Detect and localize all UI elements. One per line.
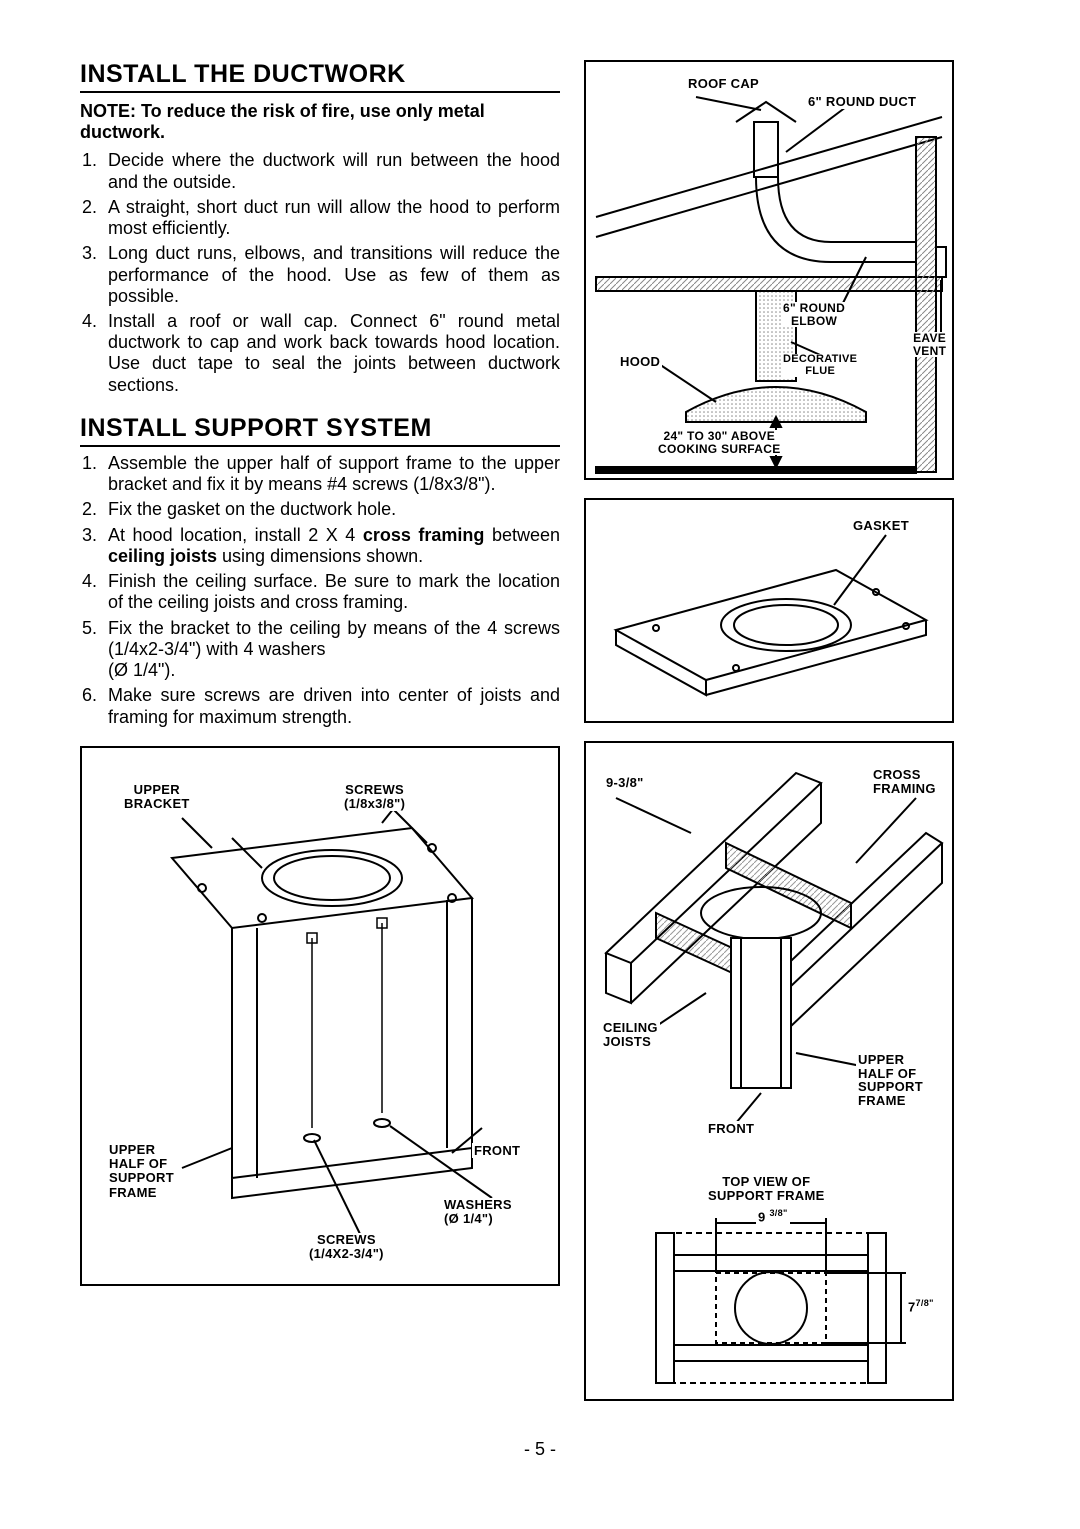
label-front2: FRONT — [706, 1121, 756, 1136]
label-roof-cap: ROOF CAP — [686, 76, 761, 91]
label-upper-bracket: UPPERBRACKET — [122, 783, 192, 812]
gasket-svg — [586, 500, 952, 721]
label-clearance: 24" TO 30" ABOVECOOKING SURFACE — [656, 430, 783, 455]
page: INSTALL THE DUCTWORK NOTE: To reduce the… — [0, 0, 1080, 1500]
sstep-6: Make sure screws are driven into center … — [102, 685, 560, 727]
label-778: 77/8" — [906, 1298, 936, 1314]
label-hood: HOOD — [618, 354, 662, 369]
label-ceiling-joists: CEILINGJOISTS — [601, 1021, 660, 1048]
label-screws-big: SCREWS(1/4X2-3/4") — [307, 1233, 386, 1262]
section-title-support: INSTALL SUPPORT SYSTEM — [80, 414, 560, 447]
figure-framing: 9-3/8" CROSSFRAMING CEILINGJOISTS UPPERH… — [584, 741, 954, 1401]
label-upper-half-frame: UPPERHALF OFSUPPORTFRAME — [107, 1143, 176, 1200]
step-3: Long duct runs, elbows, and transitions … — [102, 243, 560, 307]
label-screws-small: SCREWS(1/8x3/8") — [342, 783, 407, 812]
section-title-ductwork: INSTALL THE DUCTWORK — [80, 60, 560, 93]
label-6in-round-elbow: 6" ROUNDELBOW — [781, 302, 847, 327]
right-column: ROOF CAP 6" ROUND DUCT 6" ROUNDELBOW HOO… — [584, 60, 954, 1419]
label-6in-round-duct: 6" ROUND DUCT — [806, 94, 918, 109]
step-2: A straight, short duct run will allow th… — [102, 197, 560, 239]
label-front: FRONT — [472, 1143, 522, 1158]
figure-bracket-assembly: UPPERBRACKET SCREWS(1/8x3/8") UPPERHALF … — [80, 746, 560, 1286]
label-938b: 9 3/8" — [756, 1208, 790, 1224]
sstep-4: Finish the ceiling surface. Be sure to m… — [102, 571, 560, 613]
page-number: - 5 - — [80, 1439, 1000, 1460]
ductwork-svg — [586, 62, 952, 478]
sstep-1: Assemble the upper half of support frame… — [102, 453, 560, 495]
label-upper-half-support: UPPERHALF OFSUPPORTFRAME — [856, 1053, 925, 1108]
step-1: Decide where the ductwork will run betwe… — [102, 150, 560, 192]
label-decorative-flue: DECORATIVEFLUE — [781, 354, 859, 377]
two-columns: INSTALL THE DUCTWORK NOTE: To reduce the… — [80, 60, 1000, 1419]
label-cross-framing: CROSSFRAMING — [871, 768, 938, 795]
label-eave-vent: EAVEVENT — [911, 332, 948, 357]
figure-gasket: GASKET — [584, 498, 954, 723]
figure-ductwork: ROOF CAP 6" ROUND DUCT 6" ROUNDELBOW HOO… — [584, 60, 954, 480]
note-fire-risk: NOTE: To reduce the risk of fire, use on… — [80, 101, 560, 142]
sstep-3: At hood location, install 2 X 4 cross fr… — [102, 525, 560, 567]
label-top-view-title: TOP VIEW OFSUPPORT FRAME — [706, 1175, 827, 1204]
left-column: INSTALL THE DUCTWORK NOTE: To reduce the… — [80, 60, 560, 1419]
sstep-5: Fix the bracket to the ceiling by means … — [102, 618, 560, 682]
sstep-2: Fix the gasket on the ductwork hole. — [102, 499, 560, 520]
support-steps: Assemble the upper half of support frame… — [80, 453, 560, 728]
label-gasket: GASKET — [851, 518, 911, 533]
ductwork-steps: Decide where the ductwork will run betwe… — [80, 150, 560, 396]
step-4: Install a roof or wall cap. Connect 6" r… — [102, 311, 560, 396]
label-washers: WASHERS(Ø 1/4") — [442, 1198, 514, 1227]
label-938: 9-3/8" — [604, 775, 646, 790]
